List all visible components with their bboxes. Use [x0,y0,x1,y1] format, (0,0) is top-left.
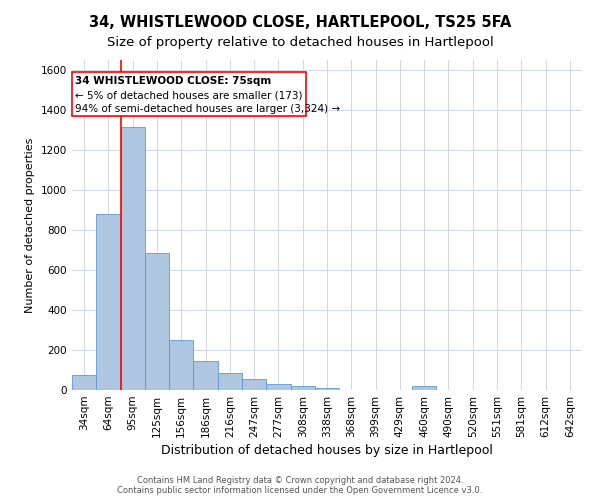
Bar [72,375,96,390]
Bar [145,253,169,390]
Bar [290,386,315,390]
Text: Contains HM Land Registry data © Crown copyright and database right 2024.
Contai: Contains HM Land Registry data © Crown c… [118,476,482,495]
Bar [412,386,436,390]
Bar [96,214,121,390]
Y-axis label: Number of detached properties: Number of detached properties [25,138,35,312]
Bar [242,379,266,390]
Bar [315,388,339,390]
Bar [193,362,218,390]
X-axis label: Distribution of detached houses by size in Hartlepool: Distribution of detached houses by size … [161,444,493,457]
FancyBboxPatch shape [73,72,305,117]
Text: ← 5% of detached houses are smaller (173): ← 5% of detached houses are smaller (173… [76,90,303,100]
Text: 34 WHISTLEWOOD CLOSE: 75sqm: 34 WHISTLEWOOD CLOSE: 75sqm [76,76,272,86]
Text: Size of property relative to detached houses in Hartlepool: Size of property relative to detached ho… [107,36,493,49]
Text: 34, WHISTLEWOOD CLOSE, HARTLEPOOL, TS25 5FA: 34, WHISTLEWOOD CLOSE, HARTLEPOOL, TS25 … [89,15,511,30]
Text: 94% of semi-detached houses are larger (3,324) →: 94% of semi-detached houses are larger (… [76,104,341,114]
Bar [169,340,193,390]
Bar [121,127,145,390]
Bar [218,373,242,390]
Bar [266,384,290,390]
